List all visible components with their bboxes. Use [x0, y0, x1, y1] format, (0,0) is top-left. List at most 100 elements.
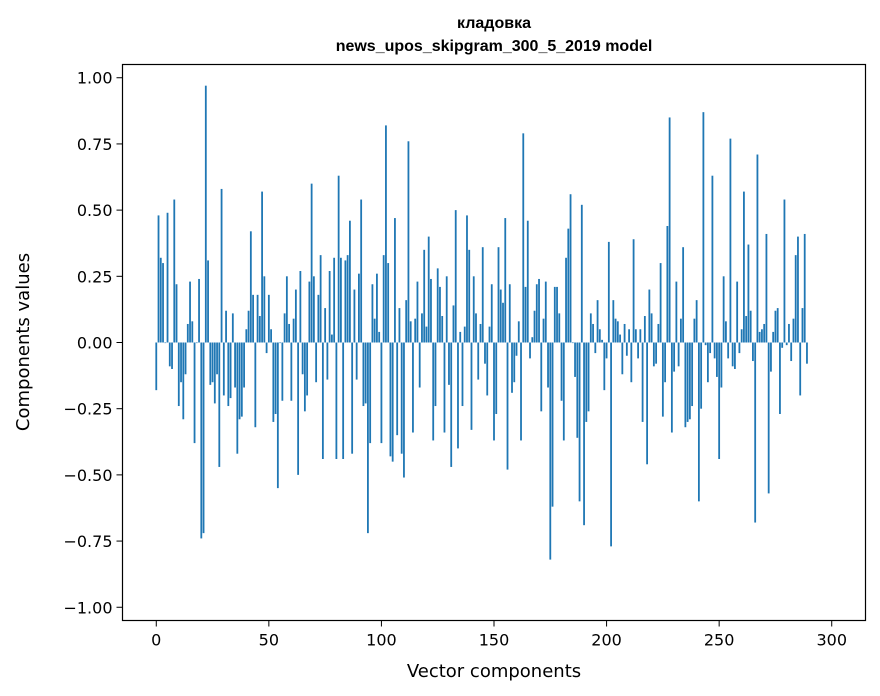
bar	[736, 281, 739, 343]
bar	[315, 342, 318, 383]
bar	[371, 284, 374, 343]
bar	[562, 342, 565, 441]
bar	[648, 289, 651, 343]
bar	[801, 308, 804, 343]
bar	[772, 331, 775, 343]
bar	[159, 257, 162, 343]
bar	[319, 255, 322, 343]
bar	[598, 329, 601, 343]
bar	[767, 342, 770, 494]
bar	[258, 316, 261, 343]
bar	[369, 342, 372, 444]
bar	[229, 342, 232, 399]
bar	[668, 117, 671, 343]
bar	[301, 342, 304, 375]
bar	[324, 308, 327, 343]
bar	[623, 323, 626, 343]
bar	[565, 257, 567, 343]
bar	[722, 276, 725, 343]
bar	[450, 342, 453, 467]
bar	[238, 342, 241, 420]
bar	[479, 323, 482, 343]
bar	[783, 199, 786, 343]
bar	[321, 342, 324, 459]
bar	[711, 175, 714, 343]
bar	[567, 228, 570, 343]
bar	[274, 342, 277, 414]
bar	[497, 247, 500, 343]
bar	[249, 231, 252, 343]
bar	[718, 342, 721, 459]
bar	[634, 329, 637, 343]
bar	[310, 183, 313, 343]
bar	[621, 342, 624, 375]
y-axis: 1.00 0.75 0.50 0.25 0.00 −0.25 −0.50 −0.75 −1.00	[63, 69, 123, 617]
bar	[477, 342, 480, 380]
bar	[252, 294, 254, 343]
bar	[664, 342, 667, 383]
bar	[279, 342, 282, 344]
bar	[403, 342, 405, 478]
bar	[765, 233, 768, 343]
bar	[790, 342, 793, 362]
bar	[254, 342, 257, 428]
y-tick-label: 0.75	[77, 135, 113, 154]
bar	[195, 342, 198, 344]
bar	[317, 294, 320, 343]
bar	[490, 284, 493, 343]
bar	[526, 220, 529, 343]
bar	[342, 342, 345, 459]
bar	[186, 323, 189, 343]
bar	[396, 342, 399, 436]
bar	[560, 342, 563, 401]
bar	[700, 342, 703, 409]
bar	[380, 342, 383, 444]
bar	[702, 112, 705, 343]
bar	[439, 286, 441, 343]
bar	[655, 342, 658, 364]
bar	[362, 342, 365, 407]
bar	[484, 342, 486, 364]
bar	[445, 276, 448, 343]
bar	[216, 342, 218, 375]
bar	[504, 218, 507, 343]
bar	[452, 305, 455, 343]
bar	[409, 321, 412, 343]
bar	[738, 342, 741, 354]
bar	[405, 300, 408, 343]
bar	[177, 342, 180, 407]
x-tick-label: 300	[816, 631, 847, 650]
bar	[643, 316, 646, 343]
bar	[294, 289, 297, 343]
bar	[448, 342, 450, 385]
bar	[441, 316, 444, 343]
bar	[720, 342, 723, 388]
bar	[583, 342, 585, 526]
bar	[200, 342, 203, 539]
bar	[752, 342, 754, 362]
bar	[225, 310, 227, 343]
bar	[418, 342, 421, 388]
bar	[373, 318, 376, 343]
bar	[272, 342, 275, 422]
bar	[207, 260, 209, 343]
bar	[520, 342, 522, 441]
bar	[247, 310, 250, 343]
x-axis: 0 50 100 150 200 250 300	[151, 620, 847, 650]
bar	[360, 199, 363, 343]
bar	[675, 281, 678, 343]
bar	[243, 342, 245, 388]
bar	[333, 257, 336, 343]
bar	[531, 337, 534, 343]
y-tick-label: 0.25	[77, 267, 113, 286]
bar	[601, 339, 603, 343]
bar	[763, 323, 766, 343]
bar	[281, 342, 284, 401]
bar	[549, 342, 552, 560]
bar	[652, 342, 655, 367]
bar	[596, 300, 599, 343]
bar	[400, 342, 403, 454]
bar	[414, 318, 417, 343]
x-tick-label: 100	[366, 631, 397, 650]
